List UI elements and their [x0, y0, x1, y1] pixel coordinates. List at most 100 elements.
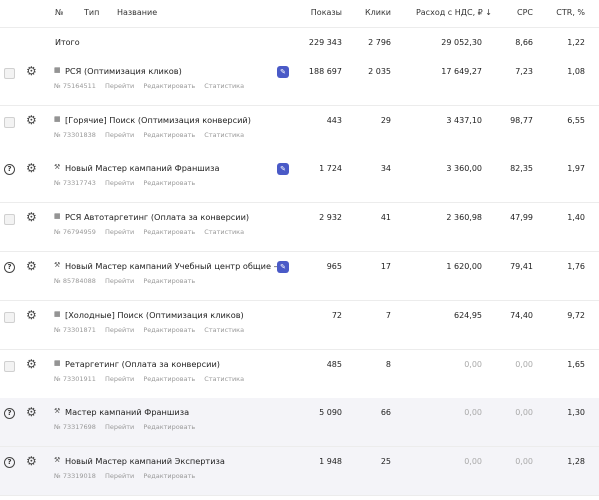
campaign-name[interactable]: [Холодные] Поиск (Оптимизация кликов): [65, 310, 244, 320]
text-campaign-icon: ▦: [54, 212, 61, 220]
cell-cpc: 0,00: [515, 408, 533, 417]
campaign-name[interactable]: [Горячие] Поиск (Оптимизация конверсий): [65, 115, 251, 125]
help-icon[interactable]: ?: [4, 262, 15, 273]
col-clicks[interactable]: Клики: [364, 8, 391, 17]
row-checkbox[interactable]: [4, 312, 15, 323]
go-link[interactable]: Перейти: [105, 179, 135, 187]
gear-icon[interactable]: ⚙: [26, 161, 37, 175]
stats-link[interactable]: Статистика: [204, 228, 245, 236]
go-link[interactable]: Перейти: [105, 277, 135, 285]
campaign-meta: № 73301911 Перейти Редактировать Статист…: [54, 375, 244, 383]
gear-icon[interactable]: ⚙: [26, 405, 37, 419]
campaign-id: № 73319018: [54, 472, 96, 480]
gear-icon[interactable]: ⚙: [26, 113, 37, 127]
edit-link[interactable]: Редактировать: [143, 326, 196, 334]
recommendation-badge-icon[interactable]: ✎: [277, 66, 289, 78]
col-shows[interactable]: Показы: [310, 8, 342, 17]
go-link[interactable]: Перейти: [105, 82, 135, 90]
go-link[interactable]: Перейти: [105, 423, 135, 431]
text-campaign-icon: ▦: [54, 310, 61, 318]
cell-ctr: 6,55: [567, 116, 585, 125]
cell-cost: 0,00: [464, 360, 482, 369]
go-link[interactable]: Перейти: [105, 326, 135, 334]
col-number[interactable]: №: [55, 8, 64, 17]
gear-icon[interactable]: ⚙: [26, 357, 37, 371]
campaign-id: № 76794959: [54, 228, 96, 236]
campaign-id: № 73317743: [54, 179, 96, 187]
col-cost[interactable]: Расход с НДС, ₽ ↓: [416, 8, 492, 17]
gear-icon[interactable]: ⚙: [26, 210, 37, 224]
totals-row: Итого 229 343 2 796 29 052,30 8,66 1,22: [0, 28, 599, 58]
edit-link[interactable]: Редактировать: [143, 179, 196, 187]
help-icon[interactable]: ?: [4, 457, 15, 468]
cell-cpc: 7,23: [515, 67, 533, 76]
recommendation-badge-icon[interactable]: ✎: [277, 163, 289, 175]
cell-shows: 965: [326, 262, 342, 271]
edit-link[interactable]: Редактировать: [143, 472, 196, 480]
wand-icon: ⚒: [54, 456, 61, 464]
cell-cpc: 82,35: [510, 164, 533, 173]
campaign-name[interactable]: РСЯ Автотаргетинг (Оплата за конверсии): [65, 212, 250, 222]
cell-cpc: 0,00: [515, 457, 533, 466]
gear-icon[interactable]: ⚙: [26, 454, 37, 468]
campaign-id: № 73301911: [54, 375, 96, 383]
cell-shows: 188 697: [308, 67, 342, 76]
go-link[interactable]: Перейти: [105, 375, 135, 383]
cell-shows: 2 932: [319, 213, 342, 222]
stats-link[interactable]: Статистика: [204, 375, 245, 383]
campaign-name[interactable]: Новый Мастер кампаний Учебный центр общи…: [65, 261, 290, 271]
edit-link[interactable]: Редактировать: [143, 82, 196, 90]
gear-icon[interactable]: ⚙: [26, 259, 37, 273]
campaign-name[interactable]: Новый Мастер кампаний Франшиза: [65, 163, 220, 173]
edit-link[interactable]: Редактировать: [143, 277, 196, 285]
col-name[interactable]: Название: [117, 8, 158, 17]
cell-cost: 1 620,00: [446, 262, 482, 271]
gear-icon[interactable]: ⚙: [26, 308, 37, 322]
campaign-name[interactable]: РСЯ (Оптимизация кликов): [65, 66, 182, 76]
help-icon[interactable]: ?: [4, 164, 15, 175]
cell-ctr: 9,72: [567, 311, 585, 320]
cell-clicks: 29: [380, 116, 391, 125]
cell-cpc: 74,40: [510, 311, 533, 320]
stats-link[interactable]: Статистика: [204, 82, 245, 90]
table-row: ? ⚙ ⚒ Новый Мастер кампаний Франшиза № 7…: [0, 154, 599, 203]
campaign-meta: № 73301838 Перейти Редактировать Статист…: [54, 131, 244, 139]
edit-link[interactable]: Редактировать: [143, 131, 196, 139]
recommendation-badge-icon[interactable]: ✎: [277, 261, 289, 273]
stats-link[interactable]: Статистика: [204, 326, 245, 334]
stats-link[interactable]: Статистика: [204, 131, 245, 139]
table-row: ⚙ ▦ РСЯ (Оптимизация кликов) № 75164511 …: [0, 57, 599, 106]
campaign-name[interactable]: Ретаргетинг (Оплата за конверсии): [65, 359, 220, 369]
cell-cost: 17 649,27: [441, 67, 482, 76]
edit-link[interactable]: Редактировать: [143, 423, 196, 431]
col-type[interactable]: Тип: [84, 8, 100, 17]
edit-link[interactable]: Редактировать: [143, 375, 196, 383]
totals-shows: 229 343: [308, 38, 342, 47]
cell-cpc: 98,77: [510, 116, 533, 125]
cell-cpc: 47,99: [510, 213, 533, 222]
cell-shows: 5 090: [319, 408, 342, 417]
row-checkbox[interactable]: [4, 68, 15, 79]
go-link[interactable]: Перейти: [105, 131, 135, 139]
row-checkbox[interactable]: [4, 214, 15, 225]
campaign-id: № 75164511: [54, 82, 96, 90]
campaign-meta: № 73319018 Перейти Редактировать: [54, 472, 195, 480]
campaign-name[interactable]: Новый Мастер кампаний Экспертиза: [65, 456, 225, 466]
cell-cost: 3 360,00: [446, 164, 482, 173]
cell-shows: 72: [331, 311, 342, 320]
edit-link[interactable]: Редактировать: [143, 228, 196, 236]
gear-icon[interactable]: ⚙: [26, 64, 37, 78]
col-ctr[interactable]: CTR, %: [556, 8, 585, 17]
row-checkbox[interactable]: [4, 361, 15, 372]
wand-icon: ⚒: [54, 163, 61, 171]
help-icon[interactable]: ?: [4, 408, 15, 419]
cell-cpc: 79,41: [510, 262, 533, 271]
campaign-name[interactable]: Мастер кампаний Франшиза: [65, 407, 190, 417]
row-checkbox[interactable]: [4, 117, 15, 128]
go-link[interactable]: Перейти: [105, 472, 135, 480]
cell-clicks: 41: [380, 213, 391, 222]
table-row: ? ⚙ ⚒ Новый Мастер кампаний Учебный цент…: [0, 252, 599, 301]
cell-shows: 1 724: [319, 164, 342, 173]
col-cpc[interactable]: CPC: [517, 8, 533, 17]
go-link[interactable]: Перейти: [105, 228, 135, 236]
